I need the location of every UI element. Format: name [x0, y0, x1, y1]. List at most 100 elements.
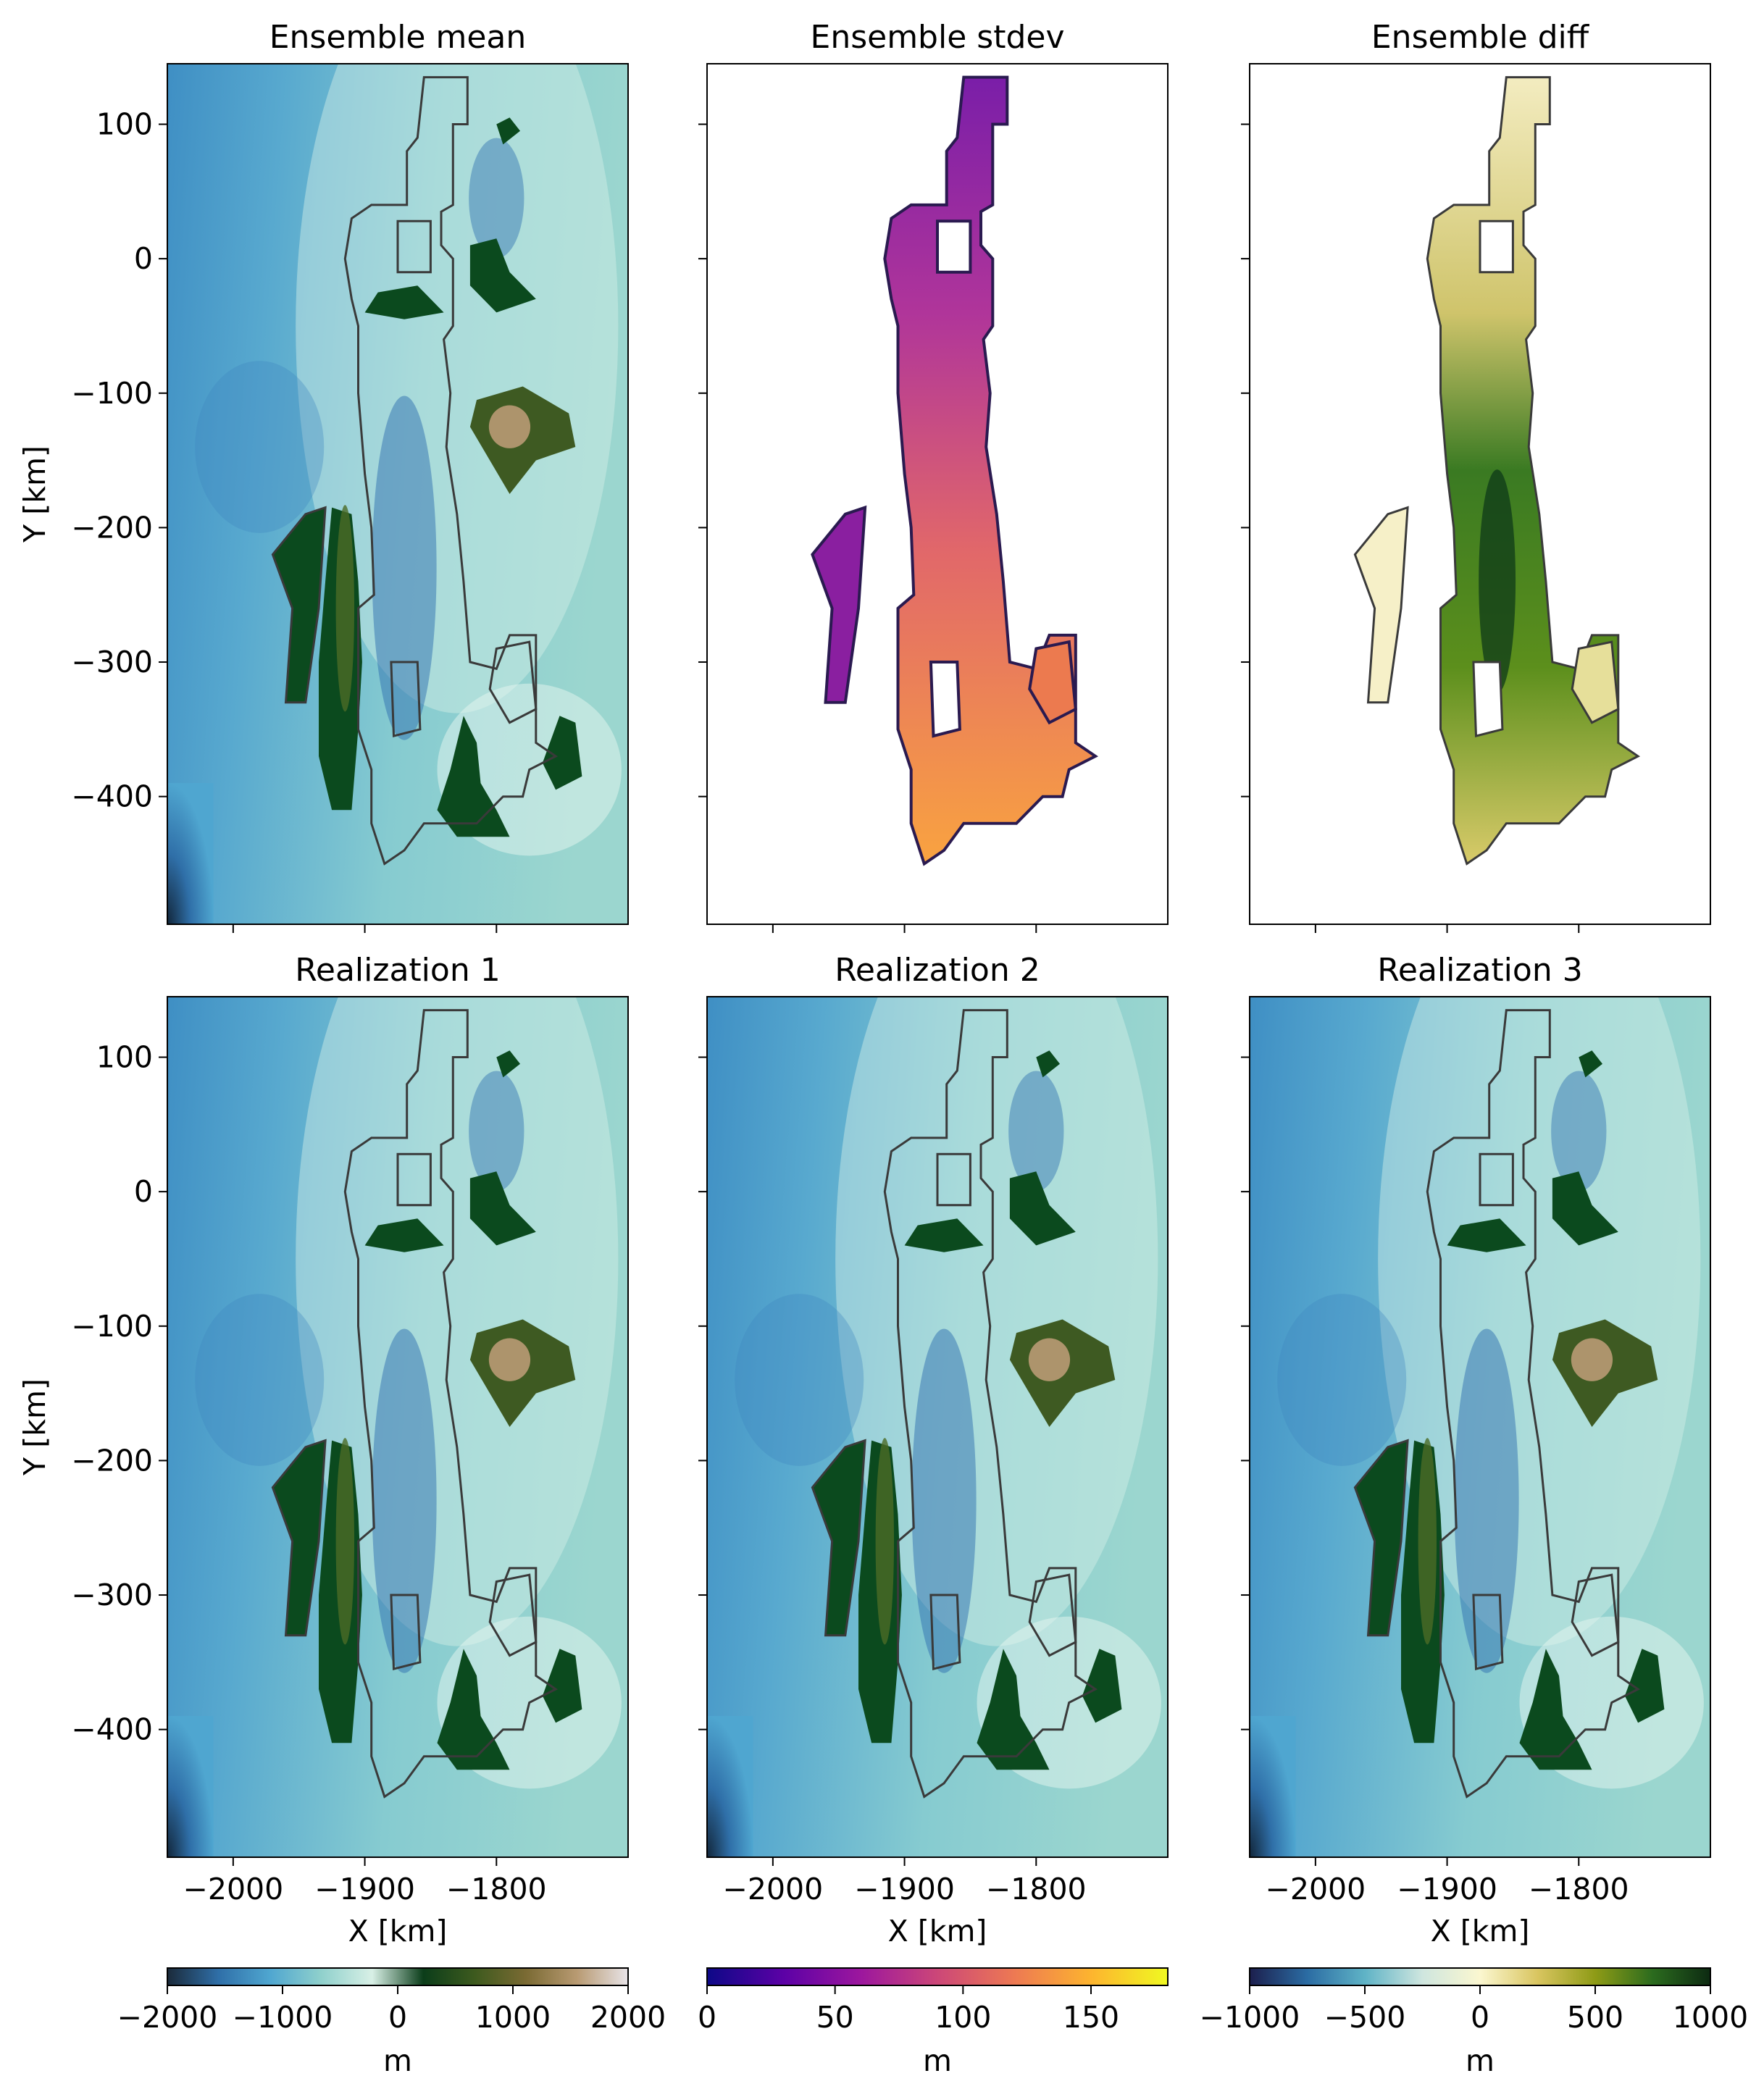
heatmap-image	[167, 64, 628, 924]
colorbar-tick-label: 150	[1063, 2000, 1119, 2035]
heatmap-image	[707, 64, 1168, 924]
x-tick-label: −2000	[1266, 1872, 1366, 1906]
x-axis-label: X [km]	[348, 1914, 448, 1948]
x-tick-label: −1900	[314, 1872, 415, 1906]
diff-east	[1571, 640, 1620, 724]
land-northBlob	[1447, 1218, 1526, 1252]
y-tick-label: −100	[71, 1309, 153, 1344]
region-outline-north	[936, 1152, 971, 1207]
y-tick-label: −300	[71, 1578, 153, 1612]
land-neBlob	[1552, 1171, 1618, 1246]
panel-title: Realization 1	[295, 952, 500, 989]
land-seBlob	[437, 716, 510, 837]
land-farEast	[542, 716, 582, 790]
region-outline-inner	[1472, 1594, 1504, 1671]
panel-2: Ensemble stdev	[698, 19, 1169, 933]
x-tick-label: −1800	[986, 1872, 1087, 1906]
land-seBlob	[977, 1649, 1050, 1770]
x-tick-label: −2000	[723, 1872, 824, 1906]
axes-frame	[1249, 996, 1711, 1858]
region-outline-east	[488, 1573, 538, 1657]
stdev-westFingers	[811, 505, 867, 704]
y-tick-label: 0	[134, 241, 153, 276]
land-northTop	[1036, 1050, 1060, 1078]
diff-west	[1353, 506, 1409, 704]
colorbar-stdev: 0 50 100 150 m	[698, 1967, 1169, 2078]
heatmap-image	[1250, 64, 1710, 924]
deep-corner	[707, 1716, 753, 1857]
x-tick-label: −2000	[183, 1872, 284, 1906]
colorbar-gradient	[1249, 1967, 1711, 1986]
land-neBlob	[469, 238, 536, 313]
colorbar-tick-label: 0	[698, 2000, 716, 2035]
panel-3: Ensemble diff	[1241, 19, 1711, 933]
panel-title: Ensemble stdev	[811, 19, 1065, 56]
land-northTop	[496, 1050, 520, 1078]
panel-1: Ensemble mean 100 0 −100 −200 −300 −400 Y [km]	[17, 19, 629, 933]
colorbar-label: m	[923, 2043, 952, 2078]
land-northBlob	[904, 1218, 984, 1252]
region-outline-east	[1028, 1573, 1077, 1657]
colorbar-tick-label: −2000	[117, 2000, 218, 2035]
deep-corner	[167, 1716, 214, 1857]
land-northBlob	[364, 285, 444, 319]
panel-title: Realization 2	[835, 952, 1040, 989]
region-outline-north	[396, 219, 432, 274]
region-outline	[343, 76, 559, 866]
axes-frame	[1249, 63, 1711, 925]
deep-corner	[167, 783, 214, 924]
axes-frame	[706, 996, 1169, 1858]
y-tick-label: −200	[71, 510, 153, 545]
y-axis-label: Y [km]	[17, 445, 52, 543]
panel-5: Realization 2 −2000 −1900 −1800 X [km]	[698, 952, 1169, 1948]
colorbar-gradient	[167, 1967, 629, 1986]
x-axis-label: X [km]	[888, 1914, 987, 1948]
y-tick-label: 0	[134, 1174, 153, 1209]
colorbar-tick-label: 50	[816, 2000, 854, 2035]
colorbar-tick-label: 500	[1567, 2000, 1623, 2035]
x-tick-label: −1800	[446, 1872, 547, 1906]
colorbar-gradient	[706, 1967, 1169, 1986]
region-outline-east	[1571, 1573, 1620, 1657]
y-tick-label: −400	[71, 779, 153, 814]
colorbar-tick-label: 100	[935, 2000, 991, 2035]
axes-frame	[167, 996, 629, 1858]
panel-4: Realization 1 100 0 −100 −200 −300 −400 −2000 −1…	[17, 952, 629, 1948]
colorbar-tick-label: 2000	[590, 2000, 666, 2035]
land-northBlob	[364, 1218, 444, 1252]
x-tick-label: −1900	[854, 1872, 955, 1906]
land-neBlob	[1009, 1171, 1076, 1246]
deep-corner	[1250, 1716, 1296, 1857]
y-tick-label: −100	[71, 376, 153, 411]
y-tick-label: 100	[96, 1040, 153, 1075]
heatmap-image	[707, 997, 1168, 1857]
panel-title: Ensemble mean	[269, 19, 527, 56]
region-outline-inner	[390, 1594, 422, 1671]
colorbar-tick-label: 0	[1471, 2000, 1489, 2035]
colorbar-tick-label: −500	[1324, 2000, 1406, 2035]
y-tick-label: 100	[96, 107, 153, 142]
land-seBlob	[437, 1649, 510, 1770]
panel-6: Realization 3 −2000 −1900 −1800 X [km]	[1241, 952, 1711, 1948]
colorbar-tick-label: 1000	[1673, 2000, 1748, 2035]
x-tick-label: −1900	[1397, 1872, 1497, 1906]
colorbar-label: m	[383, 2043, 412, 2078]
panel-title: Realization 3	[1377, 952, 1582, 989]
region-outline	[883, 1009, 1098, 1799]
axes-frame	[706, 63, 1169, 925]
region-outline-inner	[929, 1594, 961, 1671]
heatmap-image	[1250, 997, 1710, 1857]
x-axis-label: X [km]	[1431, 1914, 1530, 1948]
stdev-eastSmall	[1028, 640, 1077, 725]
colorbar-elevation: −2000 −1000 0 1000 2000 m	[117, 1967, 666, 2078]
land-farEast	[542, 1649, 582, 1723]
region-outline	[1426, 1009, 1641, 1799]
region-outline-inner	[390, 661, 422, 738]
y-tick-label: −400	[71, 1712, 153, 1747]
x-tick-label: −1800	[1529, 1872, 1629, 1906]
land-northTop	[1579, 1050, 1602, 1078]
panel-title: Ensemble diff	[1371, 19, 1590, 56]
axes-frame	[167, 63, 629, 925]
colorbar-tick-label: −1000	[233, 2000, 333, 2035]
